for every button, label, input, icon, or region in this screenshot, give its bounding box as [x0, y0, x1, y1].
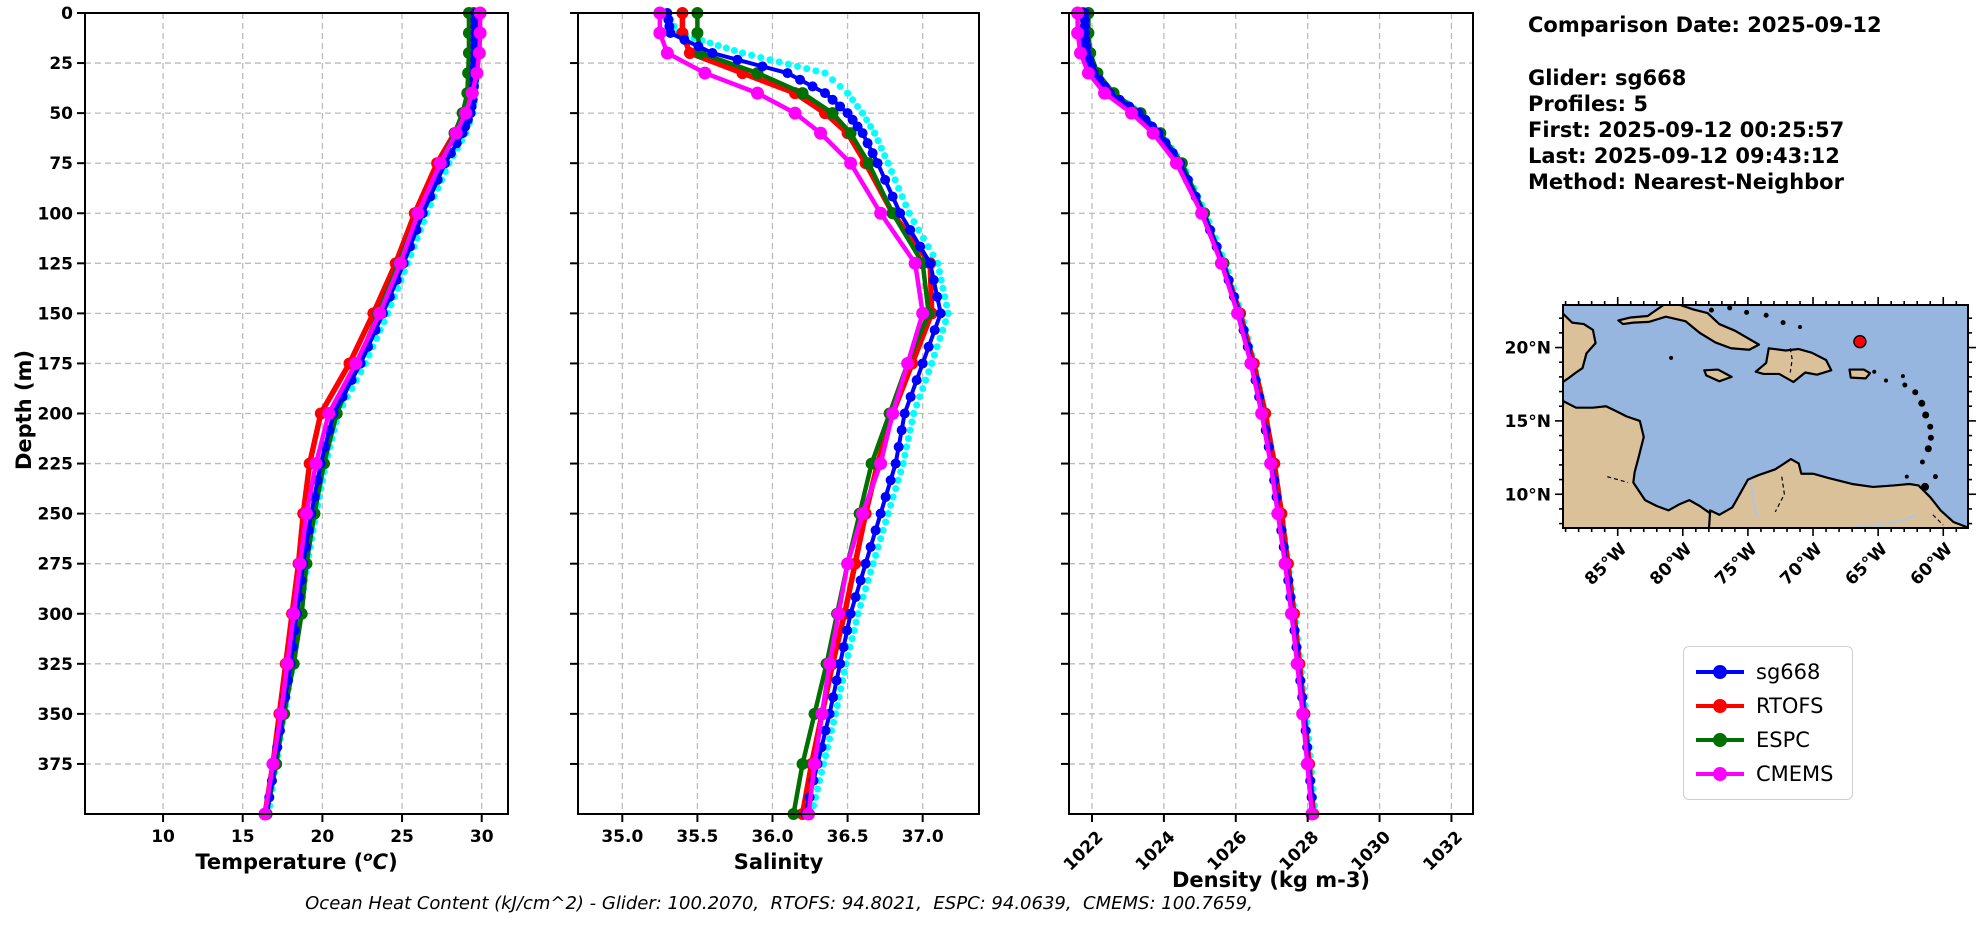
depth-tick-label: 75	[49, 154, 73, 174]
depth-tick-label: 225	[38, 455, 74, 475]
depth-tick-label: 300	[38, 605, 74, 625]
map-lon-tick-label: 80°W	[1646, 539, 1696, 589]
temperature-x-tick-label: 20	[311, 827, 335, 847]
legend-item-ESPC: ESPC	[1694, 723, 1842, 757]
legend-line-marker-icon	[1696, 665, 1744, 679]
temperature-series-CMEMS	[258, 6, 487, 821]
temperature-x-tick-label: 30	[470, 827, 494, 847]
depth-axis-label: Depth (m)	[12, 349, 36, 471]
density-y-ticks	[1061, 12, 1069, 765]
map-lat-tick-label: 10°N	[1505, 485, 1551, 505]
salinity-y-ticks	[570, 12, 578, 765]
first-profile-time: First: 2025-09-12 00:25:57	[1528, 118, 1845, 142]
map-lon-tick-label: 60°W	[1907, 539, 1957, 589]
legend-item-CMEMS: CMEMS	[1694, 757, 1842, 791]
map-lon-tick-label: 75°W	[1711, 539, 1761, 589]
depth-tick-label: 275	[38, 555, 74, 575]
depth-tick-label: 325	[38, 655, 74, 675]
depth-tick-label: 50	[49, 104, 73, 124]
profiles-count: Profiles: 5	[1528, 92, 1649, 116]
temperature-x-tick-label: 10	[151, 827, 175, 847]
legend-item-sg668: sg668	[1694, 655, 1842, 689]
salinity-x-tick-label: 35.0	[601, 827, 643, 847]
temperature-x-tick-label: 25	[390, 827, 414, 847]
depth-tick-label: 125	[38, 254, 74, 274]
depth-tick-label: 150	[38, 304, 74, 324]
glider-position-marker	[1853, 334, 1867, 349]
salinity-x-tick-label: 36.5	[827, 827, 869, 847]
comparison-info-block: Comparison Date: 2025-09-12 Glider: sg66…	[1528, 12, 1882, 195]
salinity-x-tick-label: 36.0	[752, 827, 794, 847]
salinity-series-sg668	[662, 8, 946, 819]
temperature-grid	[85, 13, 508, 814]
depth-tick-label: 100	[38, 204, 74, 224]
legend-box: sg668 RTOFS ESPC CMEMS	[1683, 646, 1853, 800]
density-series-CMEMS	[1071, 6, 1319, 821]
location-map: 85°W 80°W 75°W 70°W 65°W 60°W 20°N 15°N 10°N	[1505, 297, 1976, 590]
legend-label: sg668	[1756, 660, 1821, 684]
map-land	[1563, 305, 1968, 528]
comparison-date: Comparison Date: 2025-09-12	[1528, 13, 1882, 37]
depth-tick-label: 350	[38, 705, 74, 725]
glider-name: Glider: sg668	[1528, 66, 1687, 90]
legend-item-RTOFS: RTOFS	[1694, 689, 1842, 723]
temperature-x-tick-label: 15	[231, 827, 255, 847]
density-plot: 1022 1024 1026 1028 1030 1032	[1060, 6, 1474, 875]
map-ticks	[1555, 297, 1976, 536]
temperature-plot: 10 15 20 25 30025507510012515017520022525027…	[38, 4, 509, 847]
salinity-axis-label: Salinity	[733, 850, 824, 874]
temperature-y-ticks: 0 25 50 75 100 125 150 175 200 225 250 275 300 325 350…	[38, 4, 85, 775]
last-profile-time: Last: 2025-09-12 09:43:12	[1528, 144, 1840, 168]
legend-line-marker-icon	[1696, 699, 1744, 713]
map-lat-tick-label: 20°N	[1505, 339, 1551, 359]
ocean-heat-content-caption: Ocean Heat Content (kJ/cm^2) - Glider: 1…	[305, 893, 1253, 914]
depth-tick-label: 250	[38, 505, 74, 525]
depth-tick-label: 375	[38, 755, 74, 775]
depth-tick-label: 200	[38, 405, 74, 425]
salinity-x-ticks: 35.0 35.5 36.0 36.5 37.0	[601, 814, 944, 847]
temperature-x-ticks: 10 15 20 25 30	[151, 814, 494, 847]
legend-label: CMEMS	[1756, 762, 1834, 786]
legend-line-marker-icon	[1696, 767, 1744, 781]
salinity-x-tick-label: 37.0	[902, 827, 944, 847]
depth-tick-label: 25	[49, 54, 73, 74]
temperature-axis-label: Temperature (oC)	[195, 849, 398, 874]
depth-tick-label: 175	[38, 354, 74, 374]
interpolation-method: Method: Nearest-Neighbor	[1528, 170, 1844, 194]
map-lon-tick-label: 85°W	[1581, 539, 1631, 589]
depth-tick-label: 0	[61, 4, 73, 24]
legend-label: RTOFS	[1756, 694, 1824, 718]
legend-label: ESPC	[1756, 728, 1810, 752]
density-axis-label: Density (kg m-3)	[1171, 868, 1371, 892]
salinity-x-tick-label: 35.5	[676, 827, 718, 847]
salinity-plot: 35.0 35.5 36.0 36.5 37.0	[570, 6, 980, 847]
salinity-grid	[578, 13, 979, 814]
map-lat-tick-label: 15°N	[1505, 412, 1551, 432]
map-lon-tick-label: 65°W	[1842, 539, 1892, 589]
legend-line-marker-icon	[1696, 733, 1744, 747]
density-x-ticks: 1022 1024 1026 1028 1030 1032	[1060, 814, 1467, 875]
map-lon-tick-label: 70°W	[1776, 539, 1826, 589]
